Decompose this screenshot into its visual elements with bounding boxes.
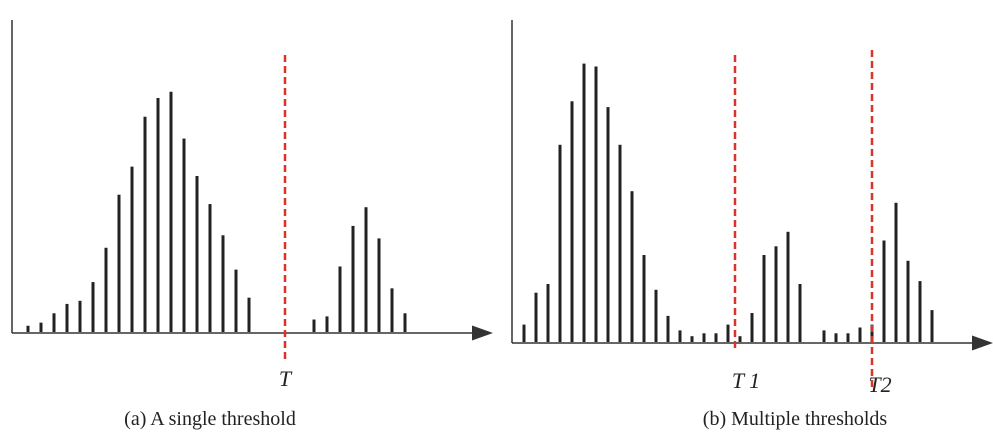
- bar: [522, 324, 526, 342]
- bar: [117, 194, 121, 332]
- bar: [666, 315, 670, 342]
- threshold-label: T 1: [732, 368, 760, 393]
- bar: [606, 107, 610, 342]
- bar: [786, 231, 790, 342]
- bar: [882, 240, 886, 342]
- threshold-label: T2: [868, 372, 891, 397]
- bar: [169, 91, 173, 332]
- bar: [930, 310, 934, 342]
- bar: [714, 333, 718, 342]
- bar: [846, 333, 850, 342]
- bar: [546, 284, 550, 342]
- bar: [39, 322, 43, 332]
- bar: [26, 325, 30, 332]
- bar: [221, 235, 225, 332]
- bar: [182, 138, 186, 332]
- bar: [774, 246, 778, 342]
- bar: [247, 297, 251, 332]
- bar: [918, 281, 922, 342]
- bar: [702, 333, 706, 342]
- bar: [630, 191, 634, 342]
- bar: [104, 247, 108, 332]
- bar: [678, 330, 682, 342]
- bar: [894, 202, 898, 342]
- bar: [195, 176, 199, 332]
- bar: [208, 204, 212, 332]
- bar: [91, 282, 95, 332]
- bar: [234, 269, 238, 332]
- bar: [403, 313, 407, 332]
- bar: [377, 238, 381, 332]
- bar: [338, 266, 342, 332]
- bar: [130, 166, 134, 332]
- bar: [906, 260, 910, 342]
- bar: [143, 116, 147, 332]
- bar: [822, 330, 826, 342]
- caption: (b) Multiple thresholds: [703, 408, 888, 430]
- bar: [156, 98, 160, 332]
- bar: [570, 101, 574, 342]
- bar: [690, 336, 694, 342]
- panel-a: [11, 20, 493, 341]
- bar: [798, 284, 802, 342]
- bar: [594, 66, 598, 342]
- caption: (a) A single threshold: [124, 408, 296, 430]
- bar: [312, 319, 316, 332]
- bar: [65, 303, 69, 332]
- bar: [762, 255, 766, 342]
- bar: [325, 316, 329, 332]
- threshold-label: T: [279, 366, 293, 391]
- bar: [726, 324, 730, 342]
- bar: [364, 207, 368, 332]
- bar: [834, 333, 838, 342]
- bar: [78, 300, 82, 332]
- bar: [582, 63, 586, 342]
- bar: [351, 225, 355, 332]
- bar: [750, 313, 754, 342]
- bar: [534, 292, 538, 342]
- bar: [870, 324, 874, 342]
- panel-b: [511, 20, 993, 351]
- bar: [558, 144, 562, 342]
- bar: [858, 327, 862, 342]
- bar: [642, 255, 646, 342]
- bar: [738, 336, 742, 342]
- bar: [390, 288, 394, 332]
- bar: [52, 313, 56, 332]
- bar: [618, 144, 622, 342]
- bar: [654, 289, 658, 342]
